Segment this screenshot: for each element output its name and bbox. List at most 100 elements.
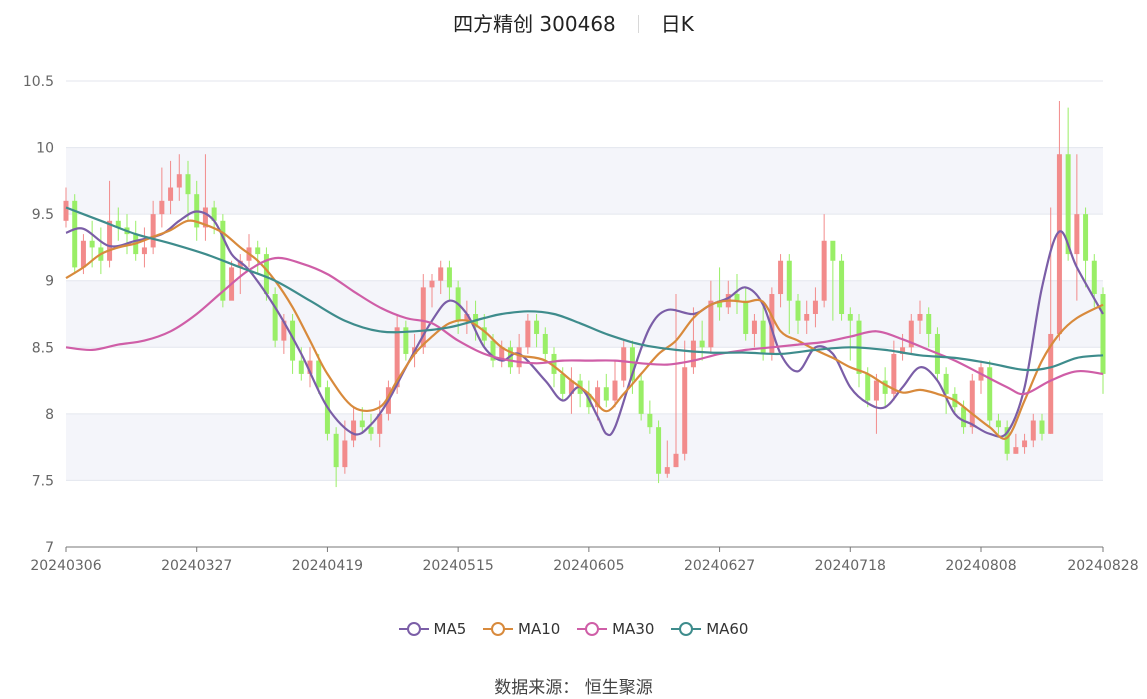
legend-item-ma5[interactable]: MA5 [398,620,467,638]
legend-label-ma10: MA10 [518,620,561,638]
y-tick-label: 7 [45,540,54,556]
candle-body [926,314,932,334]
candle-body [656,427,662,474]
candle-body [202,207,208,228]
candle-body [72,200,78,268]
legend-marker-ma10 [483,622,514,636]
candle-body [516,347,522,368]
ma-line-ma30 [65,256,1104,396]
x-tick-label: 20240808 [945,558,1016,574]
candle-body [89,240,95,248]
candle-body [734,294,740,301]
candle-body [743,300,749,334]
legend-label-ma5: MA5 [433,620,467,638]
candle-body [795,300,801,321]
x-tick-label: 20240327 [161,558,232,574]
chart-title: 四方精创 300468 [453,12,616,36]
axes: 7 7.5 8 8.5 9 9.5 10 10.5 20240306 20240327 202404… [23,74,1139,574]
legend-label-ma60: MA60 [706,620,749,638]
ma-line-ma60 [65,206,1104,372]
candle-body [377,413,383,434]
legend-marker-ma5 [398,622,429,636]
legend-item-ma60[interactable]: MA60 [671,620,748,638]
grid-lines [66,80,1103,481]
legend-marker-ma30 [577,622,608,636]
legend-label-ma30: MA30 [612,620,655,638]
candle-body [1091,260,1097,295]
candle-body [263,254,269,295]
x-tick-label: 20240419 [292,558,363,574]
y-tick-label: 10.5 [23,74,54,90]
candle-body [595,387,601,408]
y-tick-label: 7.5 [32,473,54,489]
candle-body [568,380,574,394]
title-separator [637,15,639,33]
candle-body [847,314,853,321]
plot-band [66,413,1103,481]
y-tick-label: 10 [36,141,54,157]
candle-body [1074,214,1080,255]
candle-body [629,347,635,381]
candle-body [429,280,435,288]
candle-body [115,220,121,228]
candle-body [1056,154,1062,334]
candle-body [525,320,531,348]
candle-body [682,367,688,454]
x-tick-label: 20240627 [684,558,755,574]
candle-body [1048,333,1054,434]
chart-title-bar: 四方精创 300468 日K [0,8,1147,37]
candle-body [987,367,993,421]
ma-line-ma5 [65,210,1104,438]
plot-band [66,147,1103,215]
x-tick-label: 20240718 [815,558,886,574]
candle-body [995,420,1001,428]
candle-body [865,373,871,401]
y-tick-label: 8 [45,407,54,423]
candle-body [499,347,505,361]
y-tick-label: 9 [45,274,54,290]
candle-body [873,380,879,401]
candle-body [107,220,113,261]
candle-body [176,174,182,188]
candle-body [961,407,967,428]
y-tick-label: 9.5 [32,207,54,223]
candle-body [1030,420,1036,441]
candle-body [900,347,906,354]
candle-body [812,300,818,314]
candle-body [638,380,644,414]
x-tick-label: 20240515 [423,558,494,574]
candle-body [908,320,914,348]
candle-body [1083,214,1089,261]
candle-body [542,333,548,354]
candle-body [359,420,365,428]
legend-item-ma10[interactable]: MA10 [483,620,560,638]
candle-body [786,260,792,301]
candle-body [290,320,296,361]
candle-body [778,260,784,295]
candle-body [699,340,705,348]
candle-body [1022,440,1028,448]
candle-body [159,200,165,215]
period-label[interactable]: 日K [660,12,694,36]
candle-body [821,240,827,301]
candle-body [150,214,156,248]
candle-body [1013,447,1019,454]
candle-body [80,240,86,268]
legend-item-ma30[interactable]: MA30 [577,620,654,638]
candle-body [1039,420,1045,434]
candle-body [621,347,627,381]
candle-body [708,300,714,348]
candle-body [1100,294,1106,374]
candle-body [1004,427,1010,454]
candle-body [481,327,487,341]
candle-body [839,260,845,314]
candle-body [141,247,147,255]
plot-bands [66,147,1103,481]
candle-body [690,340,696,368]
candle-body [490,340,496,361]
candle-body [969,380,975,428]
x-tick-label: 20240828 [1067,558,1138,574]
candle-body [446,267,452,288]
candle-body [281,320,287,341]
candle-body [647,413,653,428]
